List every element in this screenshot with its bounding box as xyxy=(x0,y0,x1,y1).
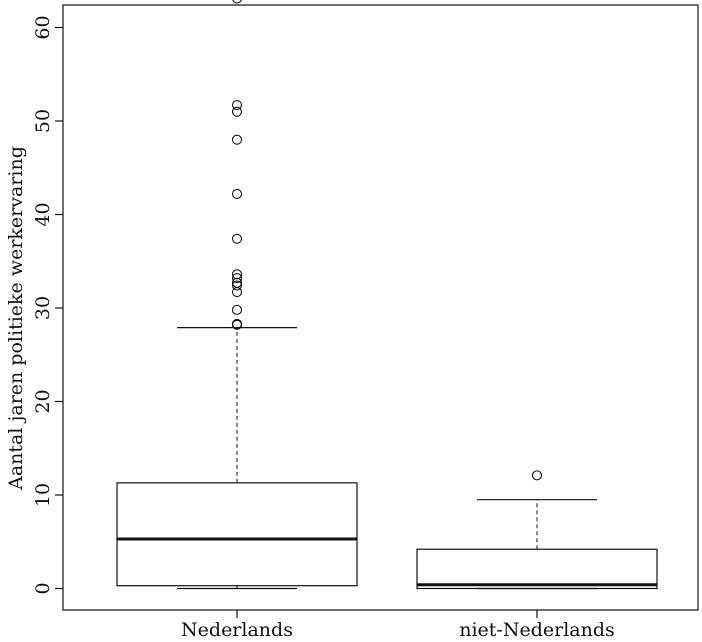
x-tick-label-1: niet-Nederlands xyxy=(459,619,615,641)
outlier-point xyxy=(231,233,243,244)
outlier-point xyxy=(231,106,243,117)
outlier-point xyxy=(232,0,242,4)
y-tick-label-0: 0 xyxy=(32,582,54,594)
outlier-point xyxy=(231,100,243,111)
outlier-point xyxy=(231,188,243,199)
outlier-point xyxy=(231,304,243,315)
iqr-box xyxy=(416,548,658,590)
outlier-point xyxy=(231,277,243,288)
outlier-point xyxy=(231,318,243,329)
outlier-point xyxy=(231,134,243,145)
x-axis: Nederlands niet-Nederlands xyxy=(181,610,615,641)
y-tick-label-50: 50 xyxy=(32,109,54,133)
y-tick-label-60: 60 xyxy=(32,15,54,39)
y-tick-label-10: 10 xyxy=(32,483,54,507)
outlier-point xyxy=(231,280,243,291)
y-tick-label-20: 20 xyxy=(32,389,54,413)
boxes xyxy=(116,0,658,590)
outlier-point xyxy=(231,269,243,280)
iqr-box xyxy=(116,482,358,587)
box-group-1 xyxy=(416,470,658,590)
y-tick-label-40: 40 xyxy=(32,202,54,226)
outlier-point xyxy=(531,470,543,481)
y-tick-label-30: 30 xyxy=(32,296,54,320)
plot-frame xyxy=(62,4,699,611)
box-group-0 xyxy=(116,0,358,590)
y-axis-label: Aantal jaren politieke werkervaring xyxy=(5,146,27,491)
y-axis: 0 10 20 30 40 50 60 xyxy=(32,15,63,595)
x-tick-label-0: Nederlands xyxy=(181,619,293,641)
outlier-point xyxy=(231,273,243,284)
